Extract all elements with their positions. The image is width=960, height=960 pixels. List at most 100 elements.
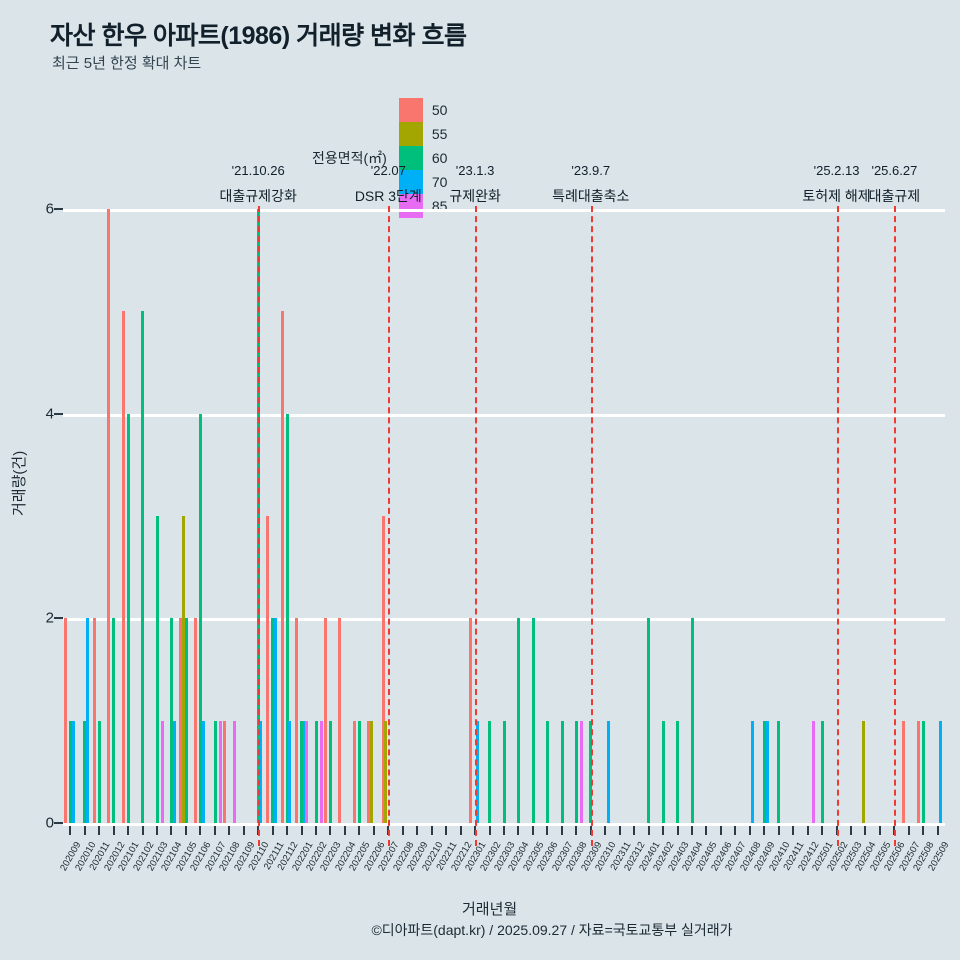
bar-202205-60[interactable] xyxy=(358,720,362,823)
legend-label: 50 xyxy=(431,102,448,118)
bar-202011-50[interactable] xyxy=(92,618,96,823)
bar-202111-70[interactable] xyxy=(273,618,277,823)
x-tick-mark xyxy=(127,826,130,835)
bar-202010-70[interactable] xyxy=(85,618,89,823)
bar-202012-60[interactable] xyxy=(112,618,116,823)
bar-202401-60[interactable] xyxy=(647,618,651,823)
bar-202009-60[interactable] xyxy=(68,720,72,823)
bar-202310-70[interactable] xyxy=(606,720,610,823)
annotation-line-202110 xyxy=(258,206,261,846)
bar-202108-50[interactable] xyxy=(222,720,226,823)
bar-202206-50[interactable] xyxy=(367,720,371,823)
annotation-date: '25.6.27 xyxy=(871,163,918,178)
x-tick-mark xyxy=(459,826,462,835)
bar-202307-60[interactable] xyxy=(560,720,564,823)
x-tick-mark xyxy=(719,826,722,835)
bar-202409-70[interactable] xyxy=(765,720,769,823)
x-tick-mark xyxy=(705,826,708,835)
annotation-desc: DSR 3단계 xyxy=(354,188,422,204)
bar-202204-50[interactable] xyxy=(338,618,342,823)
bar-202106-60[interactable] xyxy=(199,413,203,823)
bar-202404-60[interactable] xyxy=(690,618,694,823)
bar-202106-70[interactable] xyxy=(201,720,205,823)
bar-202101-60[interactable] xyxy=(126,413,130,823)
annotation-desc: 대출규제 xyxy=(868,188,921,204)
bar-202303-60[interactable] xyxy=(502,720,506,823)
bar-202201-60[interactable] xyxy=(300,720,304,823)
bar-202111-50[interactable] xyxy=(266,516,270,823)
bar-202509-70[interactable] xyxy=(939,720,943,823)
bar-202011-60[interactable] xyxy=(97,720,101,823)
bar-202301-70[interactable] xyxy=(476,720,480,823)
bar-202112-60[interactable] xyxy=(285,413,289,823)
legend-item-55[interactable]: 55 xyxy=(398,122,466,146)
bar-202412-85[interactable] xyxy=(811,720,815,823)
bar-202402-60[interactable] xyxy=(661,720,665,823)
annotation-desc: 대출규제강화 xyxy=(219,188,297,204)
y-tick-label: 6 xyxy=(45,200,54,218)
bar-202105-60[interactable] xyxy=(184,618,188,823)
bar-202103-85[interactable] xyxy=(160,720,164,823)
bar-202305-60[interactable] xyxy=(531,618,535,823)
x-tick-mark xyxy=(864,826,867,835)
bar-202107-85[interactable] xyxy=(218,720,222,823)
bar-202102-60[interactable] xyxy=(141,311,145,823)
bar-202201-70[interactable] xyxy=(302,720,306,823)
bar-202507-50[interactable] xyxy=(902,720,906,823)
bar-202410-60[interactable] xyxy=(777,720,781,823)
bar-202108-85[interactable] xyxy=(233,720,237,823)
bar-202207-50[interactable] xyxy=(381,516,385,823)
bar-202205-50[interactable] xyxy=(352,720,356,823)
bar-202301-50[interactable] xyxy=(468,618,472,823)
bar-202302-60[interactable] xyxy=(488,720,492,823)
x-tick-mark xyxy=(112,826,115,835)
bar-202306-60[interactable] xyxy=(546,720,550,823)
bar-202101-50[interactable] xyxy=(121,311,125,823)
bar-202508-60[interactable] xyxy=(922,720,925,823)
bar-202106-50[interactable] xyxy=(193,618,197,823)
bar-202202-60[interactable] xyxy=(314,720,318,823)
bar-202010-60[interactable] xyxy=(83,720,87,823)
x-tick-mark xyxy=(416,826,419,835)
bar-202403-60[interactable] xyxy=(676,720,680,823)
bar-202501-60[interactable] xyxy=(820,720,824,823)
bar-202105-55[interactable] xyxy=(181,516,185,823)
x-tick-mark xyxy=(777,826,780,835)
x-tick-mark xyxy=(878,826,881,835)
bar-202202-85[interactable] xyxy=(319,720,323,823)
bar-202203-60[interactable] xyxy=(329,720,333,823)
bar-202105-50[interactable] xyxy=(179,618,183,823)
bar-202508-50[interactable] xyxy=(916,720,920,823)
bar-202409-60[interactable] xyxy=(762,720,766,823)
bar-202112-50[interactable] xyxy=(280,311,284,823)
bar-202112-70[interactable] xyxy=(288,720,292,823)
annotation-date: '23.1.3 xyxy=(455,163,495,178)
footer-credit: ©디아파트(dapt.kr) / 2025.09.27 / 자료=국토교통부 실… xyxy=(371,922,733,938)
bar-202110-70[interactable] xyxy=(259,720,263,823)
bar-202009-50[interactable] xyxy=(63,618,67,823)
bar-202107-60[interactable] xyxy=(213,720,217,823)
bar-202009-70[interactable] xyxy=(71,720,75,823)
bar-202104-60[interactable] xyxy=(170,618,174,823)
x-tick-mark xyxy=(618,826,621,835)
bar-202504-55[interactable] xyxy=(861,720,865,823)
y-tick-mark xyxy=(54,617,63,620)
bar-202408-70[interactable] xyxy=(751,720,755,823)
x-tick-mark xyxy=(343,826,346,835)
x-tick-mark xyxy=(141,826,144,835)
legend-item-70[interactable]: 70 xyxy=(398,170,466,194)
legend-item-60[interactable]: 60 xyxy=(398,146,466,170)
bar-202207-55[interactable] xyxy=(384,720,388,823)
bar-202308-60[interactable] xyxy=(574,720,578,823)
bar-202308-85[interactable] xyxy=(580,720,584,823)
bar-202103-60[interactable] xyxy=(155,516,159,823)
bar-202203-50[interactable] xyxy=(323,618,327,823)
bar-202304-60[interactable] xyxy=(517,618,521,823)
bar-202111-60[interactable] xyxy=(271,618,275,823)
bar-202201-85[interactable] xyxy=(305,720,309,823)
bar-202012-50[interactable] xyxy=(107,209,111,823)
legend-item-50[interactable]: 50 xyxy=(398,98,466,122)
bar-202206-55[interactable] xyxy=(369,720,373,823)
bar-202201-50[interactable] xyxy=(295,618,299,823)
bar-202104-70[interactable] xyxy=(172,720,176,823)
